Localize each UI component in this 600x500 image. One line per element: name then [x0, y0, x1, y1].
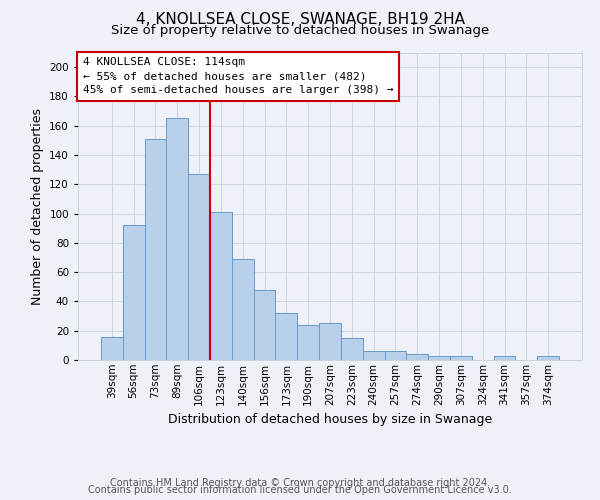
- Bar: [428, 356, 450, 360]
- Bar: [166, 118, 188, 360]
- Bar: [319, 324, 341, 360]
- X-axis label: Distribution of detached houses by size in Swanage: Distribution of detached houses by size …: [168, 413, 492, 426]
- Y-axis label: Number of detached properties: Number of detached properties: [31, 108, 44, 304]
- Bar: [275, 313, 297, 360]
- Bar: [210, 212, 232, 360]
- Bar: [254, 290, 275, 360]
- Text: 4 KNOLLSEA CLOSE: 114sqm
← 55% of detached houses are smaller (482)
45% of semi-: 4 KNOLLSEA CLOSE: 114sqm ← 55% of detach…: [83, 57, 394, 95]
- Text: Size of property relative to detached houses in Swanage: Size of property relative to detached ho…: [111, 24, 489, 37]
- Text: Contains public sector information licensed under the Open Government Licence v3: Contains public sector information licen…: [88, 485, 512, 495]
- Bar: [406, 354, 428, 360]
- Bar: [341, 338, 363, 360]
- Bar: [450, 356, 472, 360]
- Bar: [101, 336, 123, 360]
- Bar: [385, 351, 406, 360]
- Text: 4, KNOLLSEA CLOSE, SWANAGE, BH19 2HA: 4, KNOLLSEA CLOSE, SWANAGE, BH19 2HA: [136, 12, 464, 28]
- Text: Contains HM Land Registry data © Crown copyright and database right 2024.: Contains HM Land Registry data © Crown c…: [110, 478, 490, 488]
- Bar: [537, 356, 559, 360]
- Bar: [123, 226, 145, 360]
- Bar: [145, 139, 166, 360]
- Bar: [297, 325, 319, 360]
- Bar: [232, 259, 254, 360]
- Bar: [363, 351, 385, 360]
- Bar: [494, 356, 515, 360]
- Bar: [188, 174, 210, 360]
